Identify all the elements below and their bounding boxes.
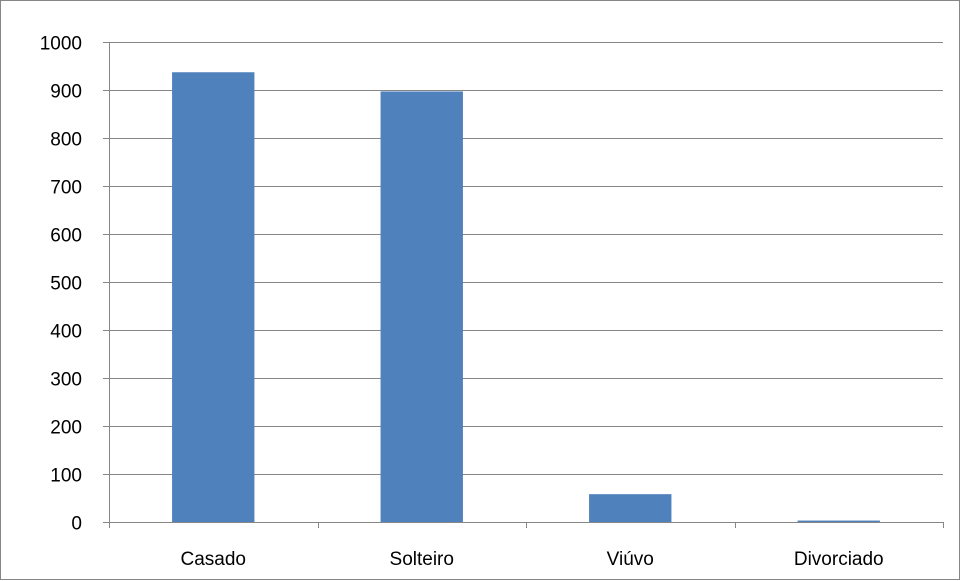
x-tick-label: Divorciado (794, 549, 884, 570)
y-tick-label: 200 (50, 418, 82, 439)
y-tick-label: 100 (50, 466, 82, 487)
bars (172, 72, 880, 523)
y-tick-label: 900 (50, 82, 82, 103)
y-tick-label: 800 (50, 130, 82, 151)
bar-solteiro (380, 91, 463, 522)
y-tick-label: 400 (50, 322, 82, 343)
x-tick-label: Casado (181, 549, 247, 570)
x-tick-label: Solteiro (390, 549, 454, 570)
y-tick-label: 0 (71, 514, 82, 535)
y-tick-label: 500 (50, 274, 82, 295)
axes (103, 42, 944, 528)
y-tick-label: 700 (50, 178, 82, 199)
x-tick-label: Viúvo (607, 549, 654, 570)
y-tick-label: 300 (50, 370, 82, 391)
bar-viúvo (589, 494, 672, 522)
y-tick-label: 1000 (40, 34, 82, 55)
y-tick-labels: 0 100 200 300 400 500 600 700 800 900 1000 (40, 34, 82, 535)
bar-divorciado (797, 520, 880, 522)
bar-casado (172, 72, 255, 523)
x-tick-labels: Casado Solteiro Viúvo Divorciado (181, 549, 884, 570)
y-tick-label: 600 (50, 226, 82, 247)
